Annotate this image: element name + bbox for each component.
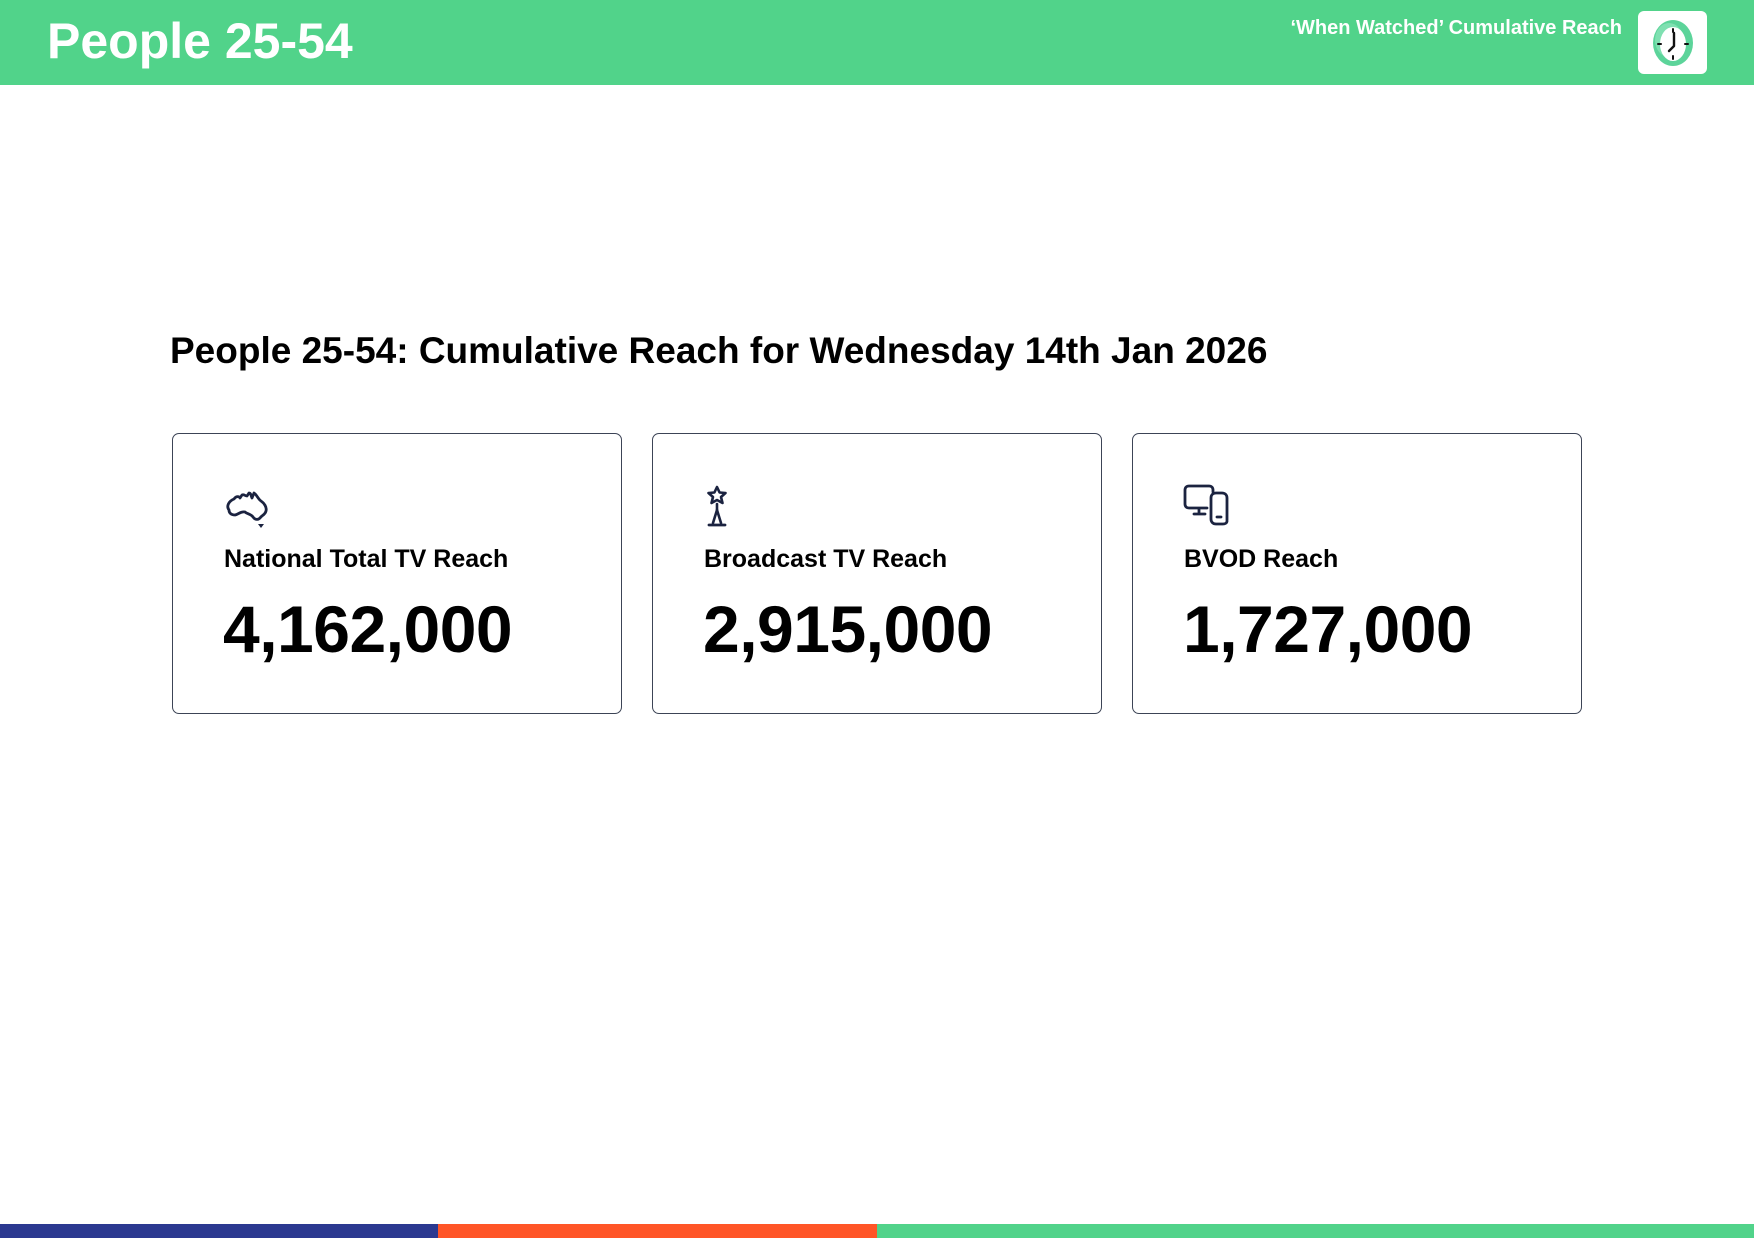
- clock-icon: [1652, 19, 1693, 66]
- card-label: BVOD Reach: [1184, 545, 1339, 573]
- card-value: 2,915,000: [703, 592, 993, 666]
- footer-segment-green: [877, 1224, 1754, 1238]
- page-header: People 25-54 ‘When Watched’ Cumulative R…: [0, 0, 1754, 85]
- devices-icon: [1183, 484, 1229, 526]
- card-label: National Total TV Reach: [224, 545, 509, 573]
- card-label: Broadcast TV Reach: [704, 545, 948, 573]
- reach-cards: National Total TV Reach 4,162,000 Broadc…: [172, 433, 1582, 714]
- audience-title: People 25-54: [47, 13, 353, 69]
- card-broadcast-tv-reach: Broadcast TV Reach 2,915,000: [652, 433, 1102, 714]
- card-bvod-reach: BVOD Reach 1,727,000: [1132, 433, 1582, 714]
- footer-color-bar: [0, 1224, 1754, 1238]
- card-value: 4,162,000: [223, 592, 513, 666]
- footer-segment-blue: [0, 1224, 438, 1238]
- card-value: 1,727,000: [1183, 592, 1473, 666]
- clock-badge: [1638, 11, 1707, 74]
- broadcast-tower-icon: [707, 485, 727, 527]
- report-type-label: ‘When Watched’ Cumulative Reach: [1290, 17, 1622, 39]
- card-national-total-tv-reach: National Total TV Reach 4,162,000: [172, 433, 622, 714]
- page-heading: People 25-54: Cumulative Reach for Wedne…: [170, 330, 1268, 371]
- australia-map-icon: [226, 491, 268, 528]
- footer-segment-orange: [438, 1224, 877, 1238]
